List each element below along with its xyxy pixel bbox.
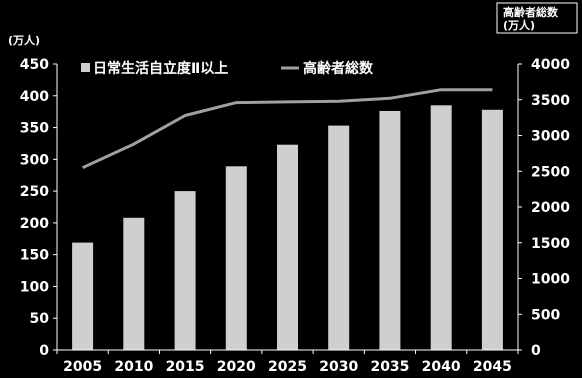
bar-2025: [277, 144, 298, 350]
x-tick-label: 2030: [319, 359, 358, 375]
left-tick-label: 0: [39, 343, 49, 359]
left-tick-label: 450: [20, 57, 49, 73]
bar-2005: [72, 242, 94, 350]
right-tick-label: 2000: [531, 200, 570, 216]
x-tick-label: 2020: [217, 359, 256, 375]
tick-labels: 0 50 100 150 200 250 300 350 400 450 0 500 1000 1500 2…: [20, 57, 570, 375]
line-series: [81, 88, 493, 170]
x-tick-label: 2045: [473, 359, 512, 375]
bar-2020: [225, 166, 247, 350]
left-axis-unit: (万人): [8, 33, 40, 47]
right-axis-title-box: 高齢者総数 (万人): [496, 2, 578, 34]
right-tick-label: 1500: [531, 236, 570, 252]
line-total-elderly: [81, 88, 493, 170]
right-tick-label: 500: [531, 307, 560, 323]
bar-2045: [481, 109, 503, 350]
left-tick-label: 50: [30, 311, 50, 327]
right-tick-label: 0: [531, 343, 541, 359]
legend-bar-label: 日常生活自立度Ⅱ以上: [93, 60, 228, 77]
x-tick-label: 2025: [268, 359, 307, 375]
left-tick-label: 400: [20, 89, 49, 105]
left-tick-label: 100: [20, 279, 49, 295]
right-tick-label: 3000: [531, 129, 570, 145]
right-tick-label: 1000: [531, 272, 570, 288]
left-tick-label: 150: [20, 248, 49, 264]
left-tick-label: 300: [20, 152, 49, 168]
bar-2015: [174, 191, 196, 350]
left-tick-label: 350: [20, 121, 49, 137]
x-tick-label: 2010: [114, 359, 153, 375]
left-tick-label: 250: [20, 184, 49, 200]
bar-2040: [430, 105, 452, 350]
right-tick-label: 2500: [531, 164, 570, 180]
right-axis-title-line1: 高齢者総数: [503, 5, 559, 19]
right-tick-label: 3500: [531, 93, 570, 109]
left-tick-label: 200: [20, 216, 49, 232]
bar-2010: [123, 217, 145, 350]
x-tick-label: 2015: [166, 359, 205, 375]
legend: 日常生活自立度Ⅱ以上 高齢者総数: [81, 60, 374, 77]
axes: [53, 63, 522, 354]
bar-series: [72, 105, 503, 350]
x-tick-label: 2035: [370, 359, 409, 375]
x-tick-label: 2040: [422, 359, 461, 375]
right-axis-title-line2: (万人): [503, 18, 535, 32]
legend-bar-swatch: [81, 63, 90, 72]
legend-line-label: 高齢者総数: [303, 60, 374, 77]
x-tick-label: 2005: [63, 359, 102, 375]
bar-2035: [379, 111, 401, 350]
right-tick-label: 4000: [531, 57, 570, 73]
bar-2030: [328, 125, 350, 350]
